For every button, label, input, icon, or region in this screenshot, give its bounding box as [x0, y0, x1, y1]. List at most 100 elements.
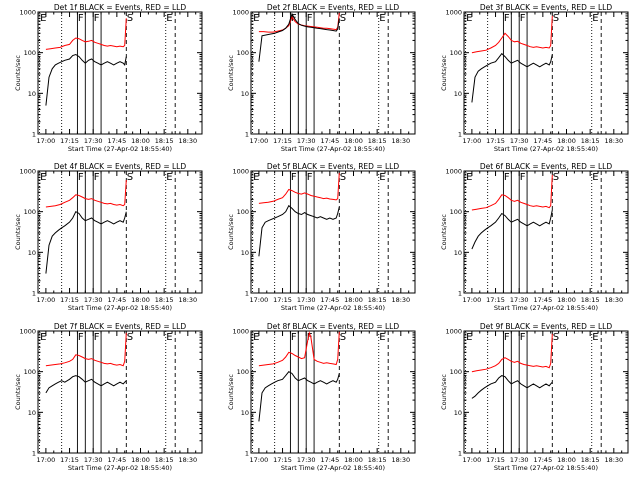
x-tick-label: 18:00 — [344, 456, 363, 464]
x-tick-label: 17:30 — [84, 456, 103, 464]
x-tick-label: 18:15 — [581, 296, 600, 304]
y-tick-label: 1 — [458, 290, 462, 298]
interval-marker-label: F — [504, 172, 510, 183]
x-tick-label: 17:15 — [486, 137, 505, 145]
y-tick-label: 100 — [237, 368, 249, 376]
plot-title: Det 1f BLACK = Events, RED = LLD — [54, 3, 187, 12]
x-axis-label: Start Time (27-Apr-02 18:55:40) — [281, 304, 385, 312]
y-tick-label: 10 — [454, 90, 462, 98]
interval-marker-label: F — [78, 332, 84, 343]
x-tick-label: 17:00 — [463, 456, 482, 464]
interval-marker-label: F — [520, 332, 526, 343]
interval-marker-label: E — [166, 13, 172, 24]
x-tick-label: 17:00 — [250, 296, 269, 304]
x-tick-label: 17:00 — [37, 296, 56, 304]
y-tick-label: 1000 — [19, 328, 36, 336]
interval-marker-label: S — [127, 332, 133, 343]
y-tick-label: 1 — [245, 290, 249, 298]
x-axis-label: Start Time (27-Apr-02 18:55:40) — [494, 145, 598, 153]
series-events-line — [258, 371, 340, 422]
x-tick-label: 17:45 — [107, 296, 126, 304]
interval-marker-label: E — [466, 172, 472, 183]
x-tick-label: 18:00 — [344, 296, 363, 304]
y-tick-label: 1000 — [19, 9, 36, 17]
x-tick-label: 18:00 — [557, 456, 576, 464]
plot-title: Det 3f BLACK = Events, RED = LLD — [480, 3, 613, 12]
series-events-line — [45, 53, 127, 106]
x-tick-label: 17:00 — [37, 137, 56, 145]
interval-marker-label: E — [592, 13, 598, 24]
x-tick-label: 18:30 — [604, 456, 623, 464]
interval-marker-label: F — [78, 13, 84, 24]
y-tick-label: 1000 — [232, 168, 249, 176]
x-axis-label: Start Time (27-Apr-02 18:55:40) — [68, 464, 172, 472]
x-tick-label: 18:00 — [557, 296, 576, 304]
y-tick-label: 10 — [454, 409, 462, 417]
interval-marker-label: E — [166, 332, 172, 343]
x-tick-label: 17:30 — [297, 456, 316, 464]
x-tick-label: 18:00 — [131, 456, 150, 464]
series-events-line — [45, 375, 127, 394]
y-tick-label: 1000 — [445, 328, 462, 336]
y-tick-label: 1 — [458, 450, 462, 458]
y-tick-label: 1 — [458, 131, 462, 139]
x-tick-label: 17:45 — [533, 456, 552, 464]
x-tick-label: 17:15 — [60, 137, 79, 145]
series-lld-line — [258, 331, 340, 367]
y-tick-label: 1000 — [445, 9, 462, 17]
series-lld-line — [471, 333, 553, 373]
y-tick-label: 10 — [454, 249, 462, 257]
plot-frame — [37, 330, 203, 454]
plot-frame — [463, 330, 629, 454]
interval-marker-label: S — [553, 13, 559, 24]
x-axis-label: Start Time (27-Apr-02 18:55:40) — [494, 464, 598, 472]
x-tick-label: 17:30 — [510, 456, 529, 464]
series-lld-line — [471, 174, 553, 211]
plot-frame — [250, 11, 416, 135]
series-lld-line — [45, 179, 127, 208]
interval-marker-label: F — [94, 172, 100, 183]
y-tick-label: 100 — [237, 49, 249, 57]
y-tick-label: 1 — [32, 131, 36, 139]
panel-det-2: Det 2f BLACK = Events, RED = LLD 1 10 100 10… — [227, 3, 416, 153]
plot-title: Det 4f BLACK = Events, RED = LLD — [54, 162, 187, 171]
x-axis-label: Start Time (27-Apr-02 18:55:40) — [281, 464, 385, 472]
x-tick-label: 18:30 — [178, 137, 197, 145]
y-axis-label: Counts/sec — [227, 214, 235, 250]
plot-title: Det 6f BLACK = Events, RED = LLD — [480, 162, 613, 171]
plot-frame — [37, 170, 203, 294]
plot-frame — [463, 170, 629, 294]
x-tick-label: 18:30 — [604, 137, 623, 145]
y-tick-label: 10 — [241, 90, 249, 98]
interval-marker-label: F — [291, 332, 297, 343]
panel-det-3: Det 3f BLACK = Events, RED = LLD 1 10 100 10… — [440, 3, 629, 153]
interval-marker-label: E — [592, 172, 598, 183]
x-tick-label: 17:15 — [273, 137, 292, 145]
x-tick-label: 17:30 — [84, 296, 103, 304]
x-tick-label: 17:15 — [60, 456, 79, 464]
y-tick-label: 1 — [32, 290, 36, 298]
x-tick-label: 17:15 — [60, 296, 79, 304]
x-axis-label: Start Time (27-Apr-02 18:55:40) — [68, 304, 172, 312]
x-tick-label: 18:15 — [368, 137, 387, 145]
interval-marker-label: E — [466, 13, 472, 24]
y-tick-label: 10 — [28, 409, 36, 417]
y-tick-label: 100 — [24, 49, 36, 57]
y-tick-label: 1000 — [232, 328, 249, 336]
plot-frame — [37, 11, 203, 135]
interval-marker-label: E — [379, 13, 385, 24]
x-tick-label: 18:00 — [131, 137, 150, 145]
series-events-line — [258, 204, 340, 257]
x-tick-label: 17:15 — [273, 456, 292, 464]
y-tick-label: 1 — [245, 450, 249, 458]
series-events-line — [471, 209, 553, 250]
interval-marker-label: E — [253, 332, 259, 343]
x-tick-label: 18:30 — [178, 456, 197, 464]
interval-marker-label: F — [504, 332, 510, 343]
interval-marker-label: E — [466, 332, 472, 343]
interval-marker-label: F — [291, 172, 297, 183]
interval-marker-label: E — [40, 13, 46, 24]
y-tick-label: 1000 — [445, 168, 462, 176]
plot-frame — [250, 170, 416, 294]
